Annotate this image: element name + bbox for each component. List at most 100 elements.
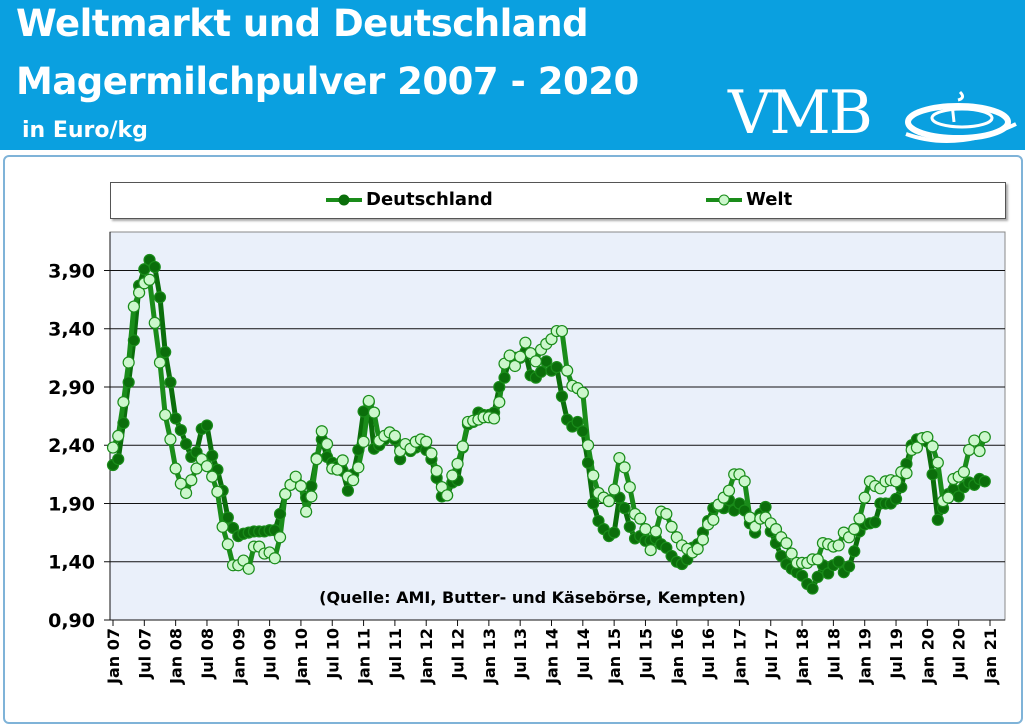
- title-line-1: Weltmarkt und Deutschland: [16, 2, 589, 45]
- data-point-welt: [921, 430, 934, 444]
- data-point-welt: [503, 349, 516, 362]
- data-point-deutschland: [117, 416, 130, 430]
- x-tick-label: Jul 18: [824, 628, 843, 680]
- data-point-deutschland: [498, 371, 511, 384]
- x-tick-label: Jul 11: [386, 628, 405, 680]
- data-point-deutschland: [534, 365, 548, 378]
- data-point-deutschland: [623, 520, 636, 533]
- data-point-welt: [639, 523, 652, 536]
- data-point-welt: [649, 525, 663, 538]
- data-point-welt: [608, 483, 621, 496]
- y-tick-label: 3,90: [48, 260, 95, 282]
- legend-label-welt: Welt: [746, 189, 793, 210]
- data-point-welt: [968, 434, 981, 447]
- y-tick-label: 2,90: [48, 377, 95, 399]
- x-tick-label: Jul 12: [449, 628, 468, 680]
- data-point-deutschland: [153, 291, 167, 304]
- x-tick-label: Jan 07: [104, 628, 123, 685]
- data-point-deutschland: [164, 376, 177, 389]
- data-point-welt: [357, 435, 370, 448]
- data-point-welt: [200, 460, 214, 473]
- x-tick-label: Jul 13: [511, 628, 530, 680]
- data-point-welt: [634, 512, 647, 525]
- x-tick-label: Jan 09: [229, 628, 248, 685]
- data-point-welt: [305, 490, 318, 503]
- data-point-welt: [493, 396, 506, 409]
- legend: Deutschland Welt: [110, 182, 1006, 219]
- data-point-welt: [320, 437, 334, 451]
- data-point-welt: [148, 316, 161, 329]
- data-point-deutschland: [341, 484, 355, 497]
- x-tick-label: Jan 21: [981, 628, 1000, 685]
- data-point-welt: [315, 425, 328, 438]
- data-point-deutschland: [571, 415, 584, 429]
- data-point-deutschland: [759, 500, 772, 514]
- data-point-welt: [242, 562, 255, 575]
- data-point-deutschland: [978, 475, 991, 488]
- header-banner: Weltmarkt und Deutschland Magermilchpulv…: [0, 0, 1025, 150]
- data-point-welt: [430, 464, 443, 477]
- data-point-deutschland: [221, 511, 234, 524]
- data-point-welt: [785, 547, 798, 560]
- data-point-welt: [133, 286, 146, 299]
- data-point-welt: [707, 513, 720, 526]
- x-tick-label: Jan 20: [918, 628, 937, 685]
- data-point-welt: [978, 430, 991, 444]
- data-point-welt: [722, 484, 736, 497]
- data-point-deutschland: [869, 516, 882, 529]
- data-point-welt: [581, 439, 595, 452]
- data-point-welt: [514, 350, 527, 363]
- data-point-welt: [973, 444, 986, 458]
- data-point-welt: [858, 491, 871, 504]
- x-tick-label: Jan 15: [605, 628, 624, 685]
- data-point-welt: [613, 451, 626, 465]
- data-point-welt: [644, 543, 657, 557]
- data-point-welt: [561, 364, 574, 377]
- data-point-welt: [211, 485, 224, 498]
- data-point-welt: [529, 355, 542, 368]
- data-point-deutschland: [305, 479, 318, 493]
- x-tick-label: Jul 09: [261, 628, 280, 680]
- data-point-deutschland: [273, 507, 287, 521]
- source-note: (Quelle: AMI, Butter- und Käsebörse, Kem…: [319, 588, 746, 607]
- data-point-welt: [221, 538, 234, 551]
- x-tick-label: Jul 10: [323, 628, 342, 680]
- data-point-welt: [347, 474, 360, 487]
- y-tick-label: 1,90: [48, 493, 95, 515]
- logo-text: VMB: [728, 78, 873, 148]
- data-point-welt: [691, 542, 704, 556]
- data-point-welt: [931, 456, 944, 469]
- data-point-deutschland: [550, 361, 563, 374]
- legend-label-deutschland: Deutschland: [366, 189, 493, 210]
- data-point-welt: [367, 406, 381, 419]
- data-point-deutschland: [889, 492, 903, 505]
- data-point-deutschland: [842, 560, 856, 573]
- data-point-deutschland: [576, 425, 589, 438]
- x-tick-label: Jan 16: [668, 628, 687, 685]
- y-tick-label: 0,90: [48, 610, 95, 632]
- x-tick-label: Jan 08: [167, 628, 186, 685]
- data-point-welt: [910, 441, 924, 454]
- data-point-welt: [310, 453, 323, 466]
- x-tick-label: Jul 08: [198, 628, 217, 680]
- data-point-welt: [508, 359, 522, 373]
- data-point-deutschland: [127, 334, 140, 347]
- data-point-welt: [832, 539, 845, 552]
- data-point-welt: [738, 475, 751, 488]
- data-point-welt: [169, 462, 182, 475]
- data-point-welt: [456, 440, 469, 453]
- data-point-welt: [660, 507, 673, 521]
- data-point-welt: [352, 461, 365, 474]
- data-point-welt: [900, 467, 913, 480]
- data-point-welt: [185, 474, 198, 487]
- y-tick-label: 3,40: [48, 319, 95, 341]
- data-point-welt: [602, 495, 616, 508]
- data-point-deutschland: [811, 570, 824, 583]
- data-point-welt: [555, 324, 569, 338]
- data-point-deutschland: [555, 390, 569, 403]
- data-point-welt: [446, 469, 459, 482]
- x-tick-label: Jul 15: [636, 628, 655, 680]
- data-point-deutschland: [169, 412, 182, 425]
- x-tick-label: Jan 14: [543, 628, 562, 685]
